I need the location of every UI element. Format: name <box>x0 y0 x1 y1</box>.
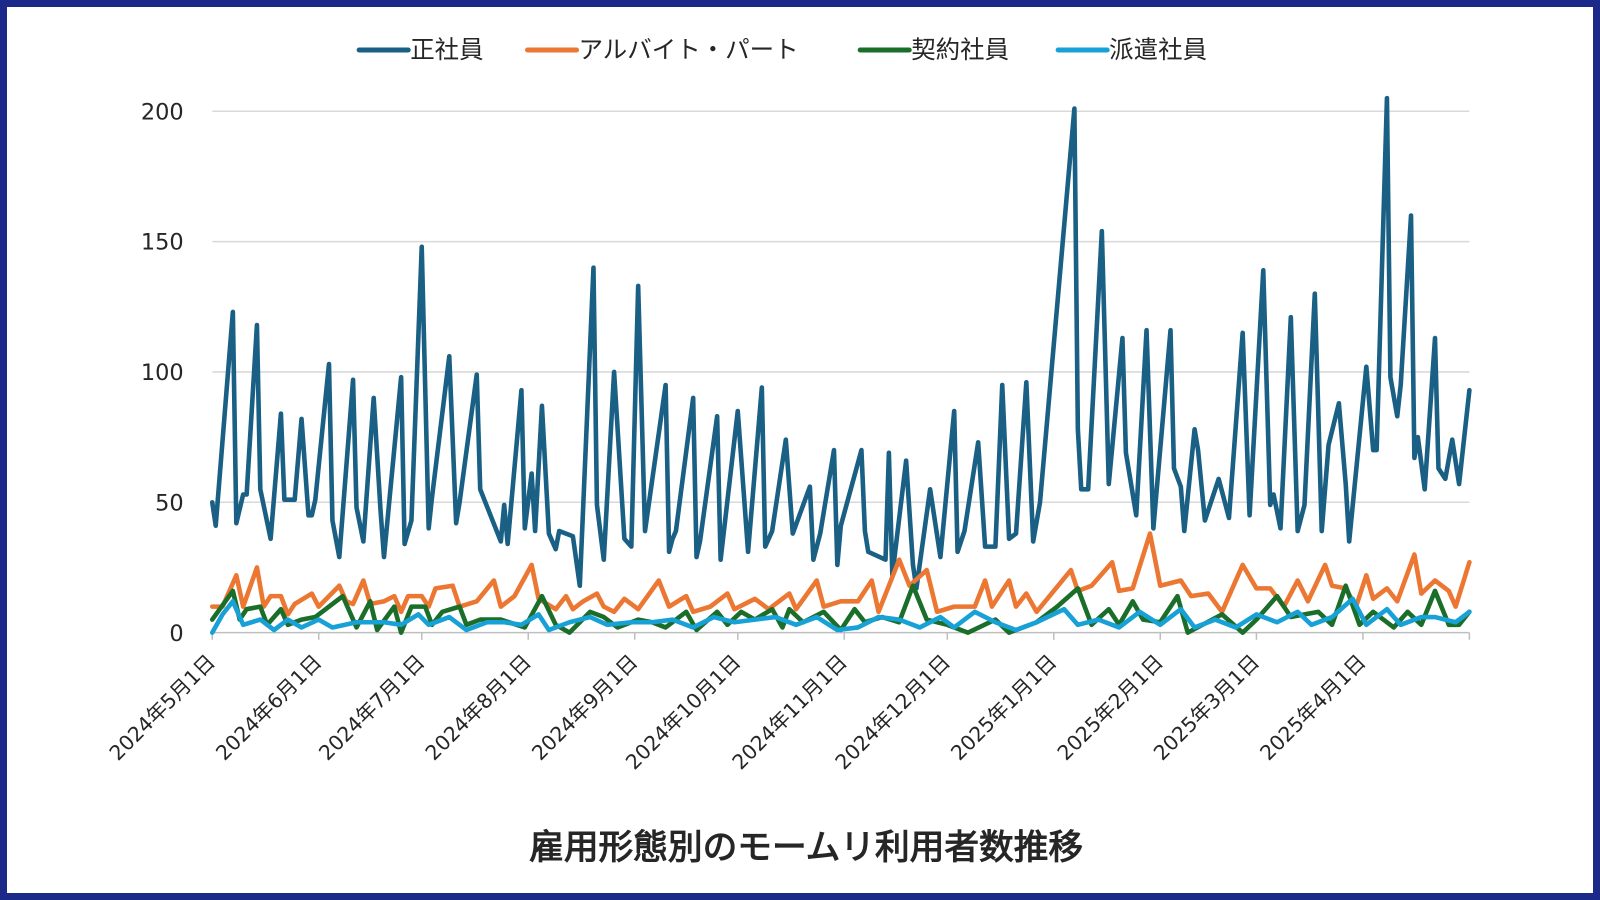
chart-title: 雇用形態別のモームリ利用者数推移 <box>529 827 1083 868</box>
x-tick-label: 2024年9月1日 <box>527 650 642 765</box>
x-tick-label: 2025年4月1日 <box>1255 650 1370 765</box>
series-lines <box>209 95 1472 635</box>
y-axis-ticks: 0 50 100 150 200 <box>141 99 184 646</box>
x-tick-label: 2024年5月1日 <box>105 650 220 765</box>
legend-label-3: 契約社員 <box>911 35 1009 64</box>
gridlines <box>212 110 1470 634</box>
legend-label-1: 正社員 <box>410 35 483 64</box>
x-tick-label: 2024年8月1日 <box>421 650 536 765</box>
y-tick-label: 0 <box>169 621 183 647</box>
y-tick-label: 200 <box>141 99 184 125</box>
legend-label-2: アルバイト・パート <box>579 35 799 64</box>
x-tick-label: 2025年1月1日 <box>946 650 1061 765</box>
legend: 正社員 アルバイト・パート 契約社員 派遣社員 <box>356 35 1207 64</box>
series-line-2 <box>209 531 1472 617</box>
y-tick-label: 100 <box>141 360 184 386</box>
x-axis: 2024年5月1日2024年6月1日2024年7月1日2024年8月1日2024… <box>105 632 1471 774</box>
y-tick-label: 150 <box>141 230 184 256</box>
x-tick-label: 2024年6月1日 <box>211 650 326 765</box>
series-line-4 <box>209 596 1472 635</box>
y-tick-label: 50 <box>155 490 184 516</box>
legend-label-4: 派遣社員 <box>1109 35 1207 64</box>
series-line-1 <box>209 95 1472 591</box>
series-line-3 <box>209 583 1472 635</box>
x-tick-label: 2024年7月1日 <box>314 650 429 765</box>
